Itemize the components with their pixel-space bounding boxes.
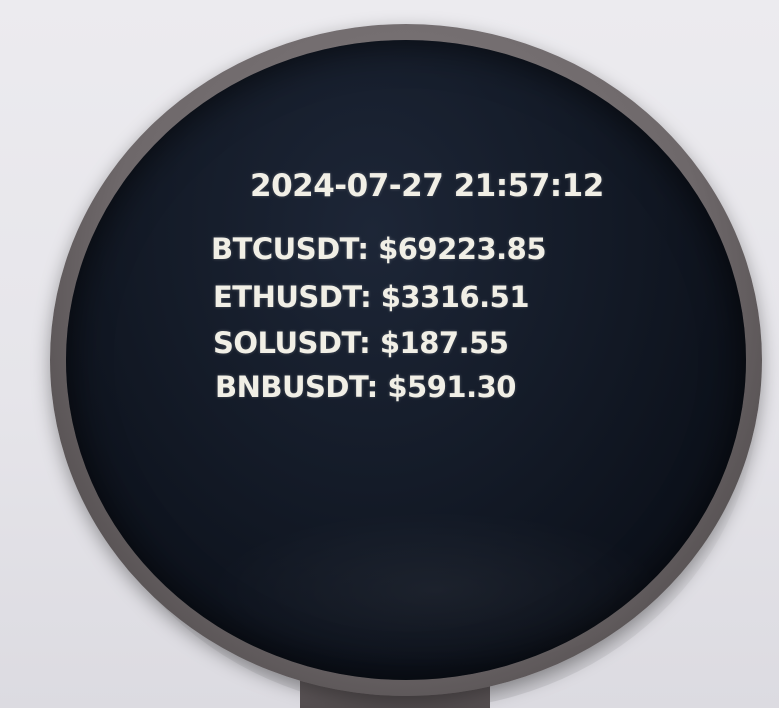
timestamp-readout: 2024-07-27 21:57:12 xyxy=(250,168,604,204)
screen-reflection xyxy=(206,510,666,670)
price-readout-sol: SOLUSDT: $187.55 xyxy=(213,326,509,360)
price-readout-bnb: BNBUSDT: $591.30 xyxy=(215,370,516,404)
price-readout-btc: BTCUSDT: $69223.85 xyxy=(211,232,547,266)
price-readout-eth: ETHUSDT: $3316.51 xyxy=(213,280,530,314)
round-display-screen xyxy=(66,40,746,680)
